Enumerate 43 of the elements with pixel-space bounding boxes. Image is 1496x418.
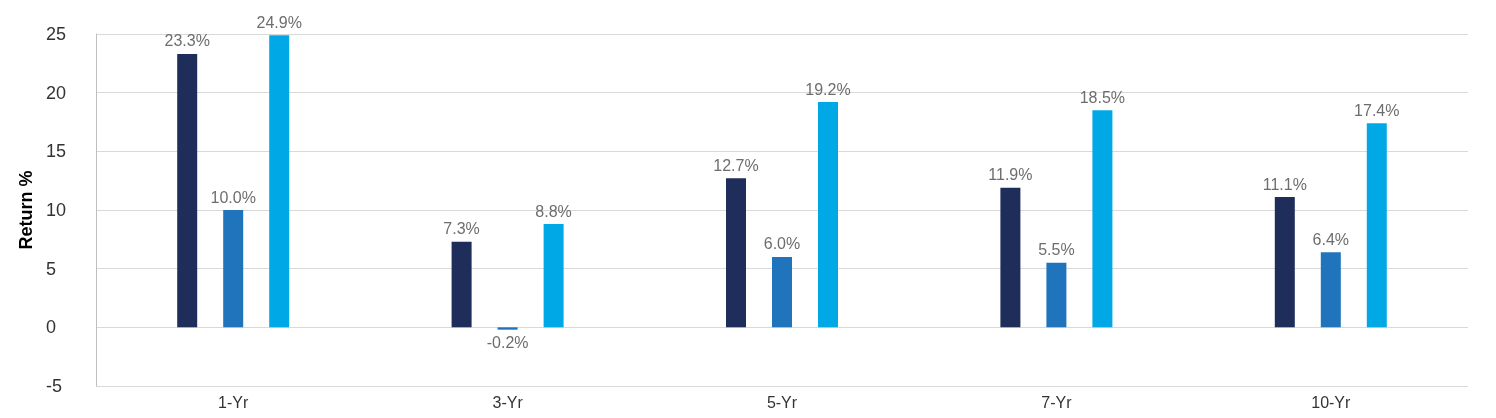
x-tick-label: 1-Yr	[218, 393, 249, 411]
bar	[818, 102, 838, 328]
bar	[1046, 262, 1067, 328]
bar	[1366, 123, 1387, 328]
data-label: 17.4%	[1354, 101, 1400, 119]
data-label: 19.2%	[805, 80, 851, 98]
data-label: 5.5%	[1038, 241, 1075, 259]
bar	[177, 53, 198, 328]
data-label: 6.4%	[1312, 230, 1350, 248]
bar	[772, 256, 792, 328]
x-tick-label: 5-Yr	[766, 393, 798, 411]
bar	[451, 241, 472, 328]
y-tick-label: -5	[46, 376, 63, 396]
bar	[1274, 197, 1295, 328]
data-label: 18.5%	[1079, 88, 1126, 106]
y-tick-label: 15	[46, 141, 67, 162]
bar	[1000, 187, 1021, 328]
data-label: 11.9%	[988, 166, 1033, 184]
data-label: 23.3%	[164, 32, 210, 50]
bar	[726, 178, 746, 328]
bar	[543, 224, 564, 328]
data-label: 6.0%	[763, 235, 801, 253]
data-label: -0.2%	[486, 334, 529, 352]
data-label: 8.8%	[535, 202, 572, 220]
bar	[1320, 252, 1341, 328]
bar	[223, 210, 244, 328]
y-tick-label: 10	[46, 200, 67, 220]
bar	[269, 35, 290, 328]
data-label: 12.7%	[713, 156, 759, 174]
bar	[1092, 110, 1113, 328]
data-label: 7.3%	[443, 220, 480, 238]
x-tick-label: 10-Yr	[1311, 393, 1352, 411]
y-axis-title: Return %	[16, 170, 37, 250]
y-tick-label: 25	[46, 24, 67, 44]
data-label: 10.0%	[210, 188, 256, 206]
y-tick-label: 0	[46, 317, 57, 338]
bar	[497, 327, 518, 330]
x-tick-label: 7-Yr	[1041, 393, 1073, 411]
x-tick-label: 3-Yr	[492, 393, 524, 411]
data-label: 11.1%	[1262, 175, 1307, 193]
data-label: 24.9%	[256, 13, 302, 31]
y-tick-label: 5	[46, 258, 57, 279]
y-tick-label: 20	[46, 82, 67, 103]
